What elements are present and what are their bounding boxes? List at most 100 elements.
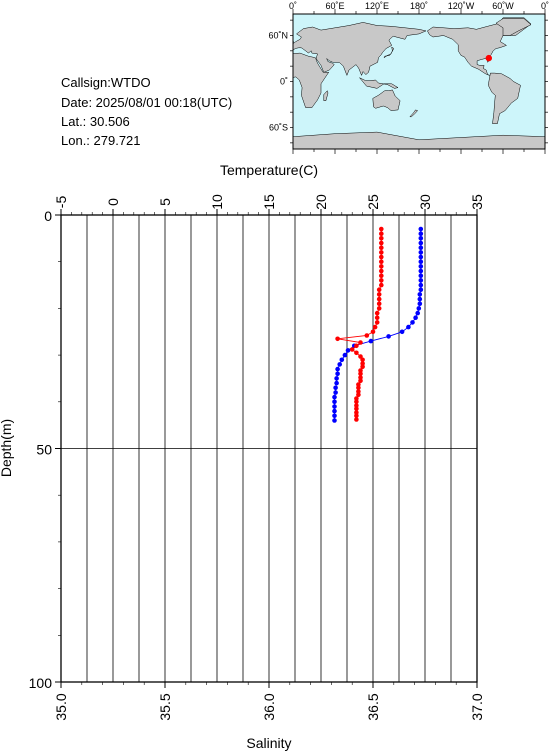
temperature-data-point xyxy=(418,254,424,260)
salinity-data-point xyxy=(360,361,365,366)
salinity-data-point xyxy=(374,320,380,325)
temperature-data-point xyxy=(418,226,424,232)
temperature-tick-label: 5 xyxy=(157,198,173,206)
map-ticks xyxy=(290,9,548,154)
temperature-data-point xyxy=(418,259,424,265)
salinity-data-point xyxy=(354,399,359,405)
temperature-data-point xyxy=(335,371,340,377)
lon-label: Lon.: 279.721 xyxy=(61,133,141,148)
temperature-data-point xyxy=(418,231,424,236)
temperature-data-point xyxy=(418,250,424,255)
map-latitude-label: 60˚S xyxy=(269,123,288,133)
salinity-data-point xyxy=(356,392,361,398)
temperature-data-point xyxy=(332,399,337,405)
salinity-data-point xyxy=(349,347,355,352)
map-top-labels: 0˚ 60˚E 120˚E 180˚ 120˚W 60˚W 0˚ xyxy=(289,1,549,11)
temperature-data-point xyxy=(418,240,424,246)
salinity-data-point xyxy=(354,413,359,419)
map-longitude-label: 0˚ xyxy=(541,1,549,11)
temperature-tick-label: 10 xyxy=(209,194,225,210)
salinity-data-point xyxy=(354,406,359,412)
salinity-data-point xyxy=(358,371,363,377)
temperature-data-point xyxy=(417,301,423,307)
station-marker xyxy=(485,54,492,62)
salinity-data-point xyxy=(354,343,359,349)
salinity-data-point xyxy=(356,382,361,387)
salinity-data-point xyxy=(354,410,359,415)
temperature-data-point xyxy=(386,334,391,339)
madagascar-land xyxy=(323,90,329,101)
temperature-data-point xyxy=(333,385,338,391)
map-land xyxy=(293,17,545,149)
temperature-tick-label: -5 xyxy=(53,196,69,209)
salinity-data-point xyxy=(374,310,380,316)
depth-tick-label: 0 xyxy=(44,208,52,224)
lat-label: Lat.: 30.506 xyxy=(61,114,130,129)
salinity-data-point xyxy=(354,403,359,408)
salinity-data-point xyxy=(374,315,380,321)
temperature-data-point xyxy=(410,320,415,325)
salinity-data-point xyxy=(379,236,384,241)
temperature-tick-label: 25 xyxy=(365,194,381,210)
temperature-data-point xyxy=(334,380,339,386)
salinity-tick-labels: 35.0 35.5 36.0 36.5 37.0 xyxy=(53,693,485,720)
salinity-data-point xyxy=(364,333,370,338)
salinity-data-point xyxy=(360,364,365,370)
australia-land xyxy=(372,89,401,111)
salinity-data-point xyxy=(372,324,378,330)
japan-land xyxy=(383,46,395,59)
temperature-tick-label: 30 xyxy=(417,194,433,210)
salinity-data-point xyxy=(379,282,384,288)
eurasia-land xyxy=(293,22,427,77)
salinity-data-point xyxy=(379,245,384,250)
antarctica-land xyxy=(293,131,545,149)
info-block: Callsign:WTDO Date: 2025/08/01 00:18(UTC… xyxy=(61,75,232,148)
salinity-data-point xyxy=(335,336,340,342)
temperature-tick-label: 15 xyxy=(261,194,277,210)
temperature-data-point xyxy=(418,264,424,269)
salinity-data-point xyxy=(358,378,363,384)
temperature-data-point xyxy=(332,418,337,423)
map-left-labels: 60˚N 0˚ 60˚S xyxy=(268,30,288,132)
temperature-data-point xyxy=(342,352,348,358)
map-longitude-label: 0˚ xyxy=(289,1,297,11)
salinity-data-point xyxy=(379,240,384,246)
depth-tick-labels: 0 50 100 xyxy=(29,208,53,691)
salinity-data-point xyxy=(358,354,363,359)
salinity-tick-label: 36.0 xyxy=(261,693,277,720)
salinity-data-point xyxy=(356,385,361,391)
temperature-data-point xyxy=(418,273,424,279)
temperature-data-point xyxy=(417,296,423,302)
map-longitude-label: 120˚E xyxy=(365,1,389,11)
salinity-data-point xyxy=(379,268,384,274)
grid-lines xyxy=(61,215,477,682)
temperature-tick-labels: -5 0 5 10 15 20 25 30 35 xyxy=(53,194,485,210)
salinity-data-point xyxy=(354,396,359,401)
salinity-data-point xyxy=(358,340,363,345)
salinity-tick-label: 37.0 xyxy=(469,693,485,720)
salinity-data-point xyxy=(379,226,384,232)
callsign-label: Callsign:WTDO xyxy=(61,75,151,90)
salinity-data-point xyxy=(379,231,384,236)
salinity-data-point xyxy=(379,273,384,279)
greenland-land xyxy=(495,18,532,36)
salinity-data-point xyxy=(379,278,384,283)
salinity-data-point xyxy=(379,264,384,269)
date-label: Date: 2025/08/01 00:18(UTC) xyxy=(61,95,232,110)
indonesia-land xyxy=(359,77,399,89)
temperature-data-point xyxy=(416,306,422,311)
salinity-data-point xyxy=(376,292,382,297)
temperature-data-point xyxy=(335,366,340,372)
salinity-data-point xyxy=(358,368,363,373)
map-latitude-label: 0˚ xyxy=(280,77,288,87)
map-longitude-label: 60˚W xyxy=(492,1,514,11)
depth-axis-title: Depth(m) xyxy=(0,419,14,477)
world-map: 0˚ 60˚E 120˚E 180˚ 120˚W 60˚W 0˚ 60˚N 0˚ 60˚S xyxy=(268,1,549,154)
map-longitude-label: 120˚W xyxy=(448,1,475,11)
africa-land xyxy=(293,52,330,108)
salinity-data-point xyxy=(370,329,376,335)
temperature-data-point xyxy=(413,315,418,321)
salinity-data-point xyxy=(354,350,359,356)
temperature-data-point xyxy=(332,394,337,400)
